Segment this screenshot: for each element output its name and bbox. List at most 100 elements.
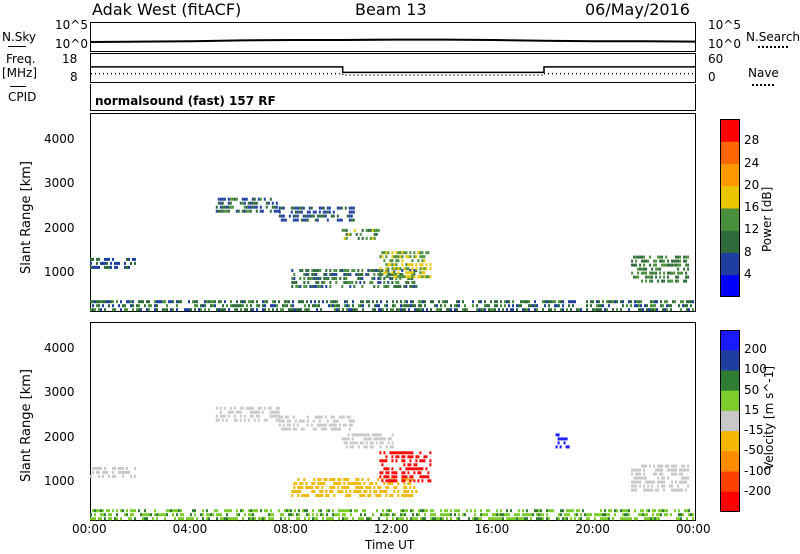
- velocity-panel: [90, 322, 696, 521]
- velocity-feature-2: [278, 415, 355, 431]
- velocity-feature-5: [379, 451, 432, 483]
- noise-panel: [90, 22, 696, 52]
- velocity-colorbar-swatch-4: [720, 410, 740, 432]
- power-feature-6: [631, 255, 690, 283]
- velocity-colorbar-tick-4: -15: [744, 423, 764, 438]
- velocity-colorbar-swatch-7: [720, 471, 740, 493]
- velocity-colorbar-swatch-0: [720, 330, 740, 351]
- power-colorbar-tick-8: 8: [744, 244, 752, 259]
- noise-right-tick-bottom: 10^0: [708, 37, 741, 51]
- xaxis-label: Time UT: [365, 538, 415, 552]
- power-ylabel: Slant Range [km]: [19, 161, 34, 274]
- freq-left-tick-top: 18: [62, 52, 78, 66]
- velocity-colorbar-swatch-1: [720, 350, 740, 371]
- power-ytick-2000: 2000: [44, 220, 75, 235]
- nsky-legend-line: [8, 46, 26, 47]
- velocity-ytick-1000: 1000: [44, 474, 75, 489]
- velocity-colorbar: [720, 330, 740, 512]
- power-feature-0: [90, 257, 136, 269]
- velocity-colorbar-swatch-8: [720, 491, 740, 512]
- noise-left-tick-bottom: 10^0: [55, 37, 88, 51]
- power-ytick-4000: 4000: [44, 131, 75, 146]
- velocity-ytick-3000: 3000: [44, 385, 75, 400]
- velocity-colorbar-swatch-3: [720, 390, 740, 412]
- beam-title: Beam 13: [355, 0, 427, 19]
- power-colorbar-tick-16: 16: [744, 200, 760, 214]
- program-label: normalsound (fast) 157 RF: [95, 94, 276, 108]
- velocity-feature-7: [631, 464, 690, 492]
- xtick-2: 08:00: [273, 522, 308, 536]
- nave-label: Nave: [748, 66, 779, 80]
- velocity-feature-0: [90, 466, 136, 478]
- velocity-colorbar-tick-6: -100: [744, 463, 772, 478]
- freq-right-tick-bottom: 0: [708, 70, 716, 84]
- velocity-heatmap: [90, 406, 694, 521]
- velocity-feature-3: [341, 433, 394, 449]
- velocity-ylabel: Slant Range [km]: [19, 369, 34, 482]
- power-colorbar-tick-28: 28: [744, 133, 760, 148]
- velocity-colorbar-swatch-6: [720, 451, 740, 473]
- power-colorbar-tick-24: 24: [744, 155, 760, 170]
- power-colorbar-swatch-3: [720, 208, 740, 231]
- power-colorbar: [720, 119, 740, 297]
- noise-left-tick-top: 10^5: [55, 18, 88, 32]
- velocity-colorbar-tick-0: 200: [744, 342, 767, 357]
- noise-line: [90, 38, 696, 43]
- velocity-feature-1: [215, 406, 280, 422]
- date-title: 06/May/2016: [585, 0, 690, 19]
- velocity-colorbar-swatch-5: [720, 431, 740, 452]
- xtick-5: 20:00: [575, 522, 610, 536]
- freq-legend-line: [10, 86, 26, 87]
- nave-line: [91, 72, 695, 76]
- power-ytick-3000: 3000: [44, 176, 75, 191]
- velocity-colorbar-label: Velocity [m s^-1]: [762, 365, 776, 470]
- velocity-colorbar-tick-5: -50: [744, 443, 764, 458]
- power-colorbar-swatch-4: [720, 185, 740, 209]
- power-colorbar-swatch-1: [720, 252, 740, 276]
- velocity-ytick-2000: 2000: [44, 429, 75, 444]
- power-colorbar-tick-20: 20: [744, 177, 760, 192]
- nsearch-label: N.Search: [746, 30, 800, 44]
- nave-legend-line: [752, 84, 774, 86]
- mhz-label: [MHz]: [2, 66, 38, 80]
- power-feature-5: [379, 251, 432, 279]
- velocity-colorbar-tick-3: 15: [744, 402, 760, 417]
- xtick-1: 04:00: [172, 522, 208, 536]
- power-colorbar-tick-4: 4: [744, 266, 752, 281]
- power-feature-1: [215, 197, 280, 213]
- freq-left-tick-bottom: 8: [70, 70, 78, 84]
- velocity-feature-4: [291, 478, 418, 497]
- power-colorbar-swatch-6: [720, 141, 740, 164]
- freq-panel: [90, 53, 696, 83]
- power-colorbar-swatch-5: [720, 163, 740, 187]
- velocity-colorbar-tick-7: -200: [744, 483, 772, 498]
- power-feature-2: [278, 206, 355, 222]
- power-feature-7: [90, 300, 694, 312]
- power-colorbar-swatch-2: [720, 230, 740, 253]
- noise-series: [90, 38, 696, 43]
- velocity-ytick-4000: 4000: [44, 340, 75, 355]
- power-heatmap: [90, 197, 694, 312]
- freq-series: [91, 66, 695, 76]
- power-colorbar-swatch-7: [720, 119, 740, 142]
- freq-label: Freq.: [6, 52, 36, 66]
- nsky-label: N.Sky: [2, 30, 37, 44]
- cpid-panel: [90, 84, 696, 111]
- nsearch-legend-line: [758, 46, 788, 48]
- xtick-0: 00:00: [72, 522, 107, 536]
- power-panel: [90, 113, 696, 312]
- power-colorbar-swatch-0: [720, 274, 740, 297]
- power-colorbar-label: Power [dB]: [760, 186, 774, 252]
- freq-line: [91, 66, 695, 74]
- velocity-feature-8: [90, 509, 694, 521]
- velocity-colorbar-tick-1: 100: [744, 362, 767, 377]
- power-feature-3: [341, 228, 380, 240]
- power-feature-4: [291, 269, 418, 288]
- velocity-colorbar-swatch-2: [720, 370, 740, 392]
- freq-right-tick-top: 60: [708, 52, 724, 66]
- station-title: Adak West (fitACF): [92, 0, 242, 19]
- velocity-colorbar-tick-2: 50: [744, 382, 760, 397]
- xtick-6: 00:00: [676, 522, 711, 536]
- xtick-4: 16:00: [474, 522, 510, 536]
